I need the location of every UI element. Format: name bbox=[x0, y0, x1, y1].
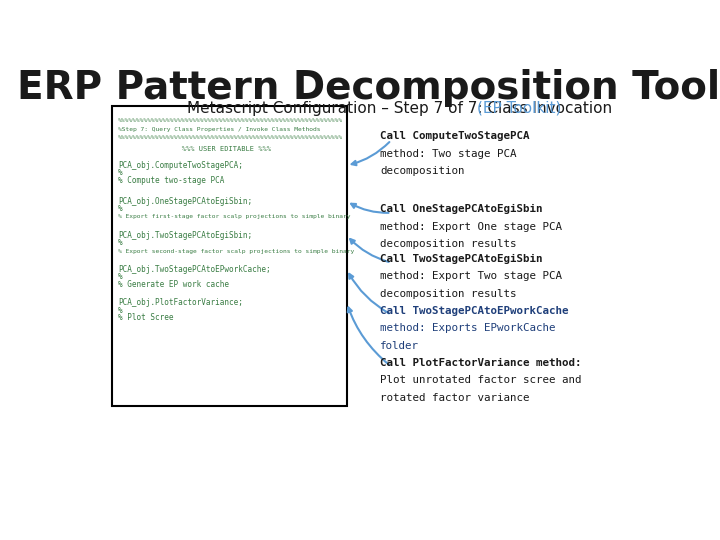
Text: rotated factor variance: rotated factor variance bbox=[380, 393, 530, 403]
Text: PCA_obj.PlotFactorVariance;: PCA_obj.PlotFactorVariance; bbox=[118, 298, 243, 307]
Text: Call OneStagePCAtoEgiSbin: Call OneStagePCAtoEgiSbin bbox=[380, 204, 543, 214]
Text: Call PlotFactorVariance method:: Call PlotFactorVariance method: bbox=[380, 358, 582, 368]
Text: Call TwoStagePCAtoEgiSbin: Call TwoStagePCAtoEgiSbin bbox=[380, 254, 543, 264]
Text: % Plot Scree: % Plot Scree bbox=[118, 313, 174, 322]
Text: %: % bbox=[118, 272, 122, 281]
Text: method: Export Two stage PCA: method: Export Two stage PCA bbox=[380, 272, 562, 281]
Text: PCA_obj.ComputeTwoStagePCA;: PCA_obj.ComputeTwoStagePCA; bbox=[118, 161, 243, 170]
Text: method: Export One stage PCA: method: Export One stage PCA bbox=[380, 221, 562, 232]
Text: %Step 7: Query Class Properties / Invoke Class Methods: %Step 7: Query Class Properties / Invoke… bbox=[118, 127, 320, 132]
Text: % Export first-stage factor scalp projections to simple binary: % Export first-stage factor scalp projec… bbox=[118, 214, 351, 219]
Text: % Export second-stage factor scalp projections to simple binary: % Export second-stage factor scalp proje… bbox=[118, 248, 354, 254]
Text: %%%%%%%%%%%%%%%%%%%%%%%%%%%%%%%%%%%%%%%%%%%%%%%%%%%%%%%%%%%%: %%%%%%%%%%%%%%%%%%%%%%%%%%%%%%%%%%%%%%%%… bbox=[118, 118, 343, 124]
Text: decomposition results: decomposition results bbox=[380, 239, 517, 249]
Text: (EP Toolkit): (EP Toolkit) bbox=[477, 101, 562, 116]
Text: % Generate EP work cache: % Generate EP work cache bbox=[118, 280, 229, 289]
Text: ERP Pattern Decomposition Tool: ERP Pattern Decomposition Tool bbox=[17, 69, 720, 107]
Text: decomposition results: decomposition results bbox=[380, 289, 517, 299]
Text: %%% USER EDITABLE %%%: %%% USER EDITABLE %%% bbox=[118, 146, 271, 152]
Text: %: % bbox=[118, 204, 122, 213]
Text: Call TwoStagePCAtoEPworkCache: Call TwoStagePCAtoEPworkCache bbox=[380, 306, 569, 316]
Text: method: Two stage PCA: method: Two stage PCA bbox=[380, 149, 517, 159]
Text: PCA_obj.TwoStagePCAtoEPworkCache;: PCA_obj.TwoStagePCAtoEPworkCache; bbox=[118, 265, 271, 274]
Text: folder: folder bbox=[380, 341, 419, 351]
Text: Call ComputeTwoStagePCA: Call ComputeTwoStagePCA bbox=[380, 131, 530, 141]
Text: PCA_obj.OneStagePCAtoEgiSbin;: PCA_obj.OneStagePCAtoEgiSbin; bbox=[118, 197, 252, 206]
Text: % Compute two-stage PCA: % Compute two-stage PCA bbox=[118, 176, 224, 185]
Text: %: % bbox=[118, 238, 122, 247]
Text: %: % bbox=[118, 306, 122, 315]
Text: %%%%%%%%%%%%%%%%%%%%%%%%%%%%%%%%%%%%%%%%%%%%%%%%%%%%%%%%%%%%: %%%%%%%%%%%%%%%%%%%%%%%%%%%%%%%%%%%%%%%%… bbox=[118, 135, 343, 140]
Text: %: % bbox=[118, 168, 122, 178]
Text: decomposition: decomposition bbox=[380, 166, 464, 176]
Text: PCA_obj.TwoStagePCAtoEgiSbin;: PCA_obj.TwoStagePCAtoEgiSbin; bbox=[118, 231, 252, 240]
FancyBboxPatch shape bbox=[112, 106, 347, 406]
Text: Plot unrotated factor scree and: Plot unrotated factor scree and bbox=[380, 375, 582, 386]
Text: Metascript Configuration – Step 7 of 7: Class Invocation: Metascript Configuration – Step 7 of 7: … bbox=[187, 101, 617, 116]
Text: method: Exports EPworkCache: method: Exports EPworkCache bbox=[380, 323, 556, 333]
